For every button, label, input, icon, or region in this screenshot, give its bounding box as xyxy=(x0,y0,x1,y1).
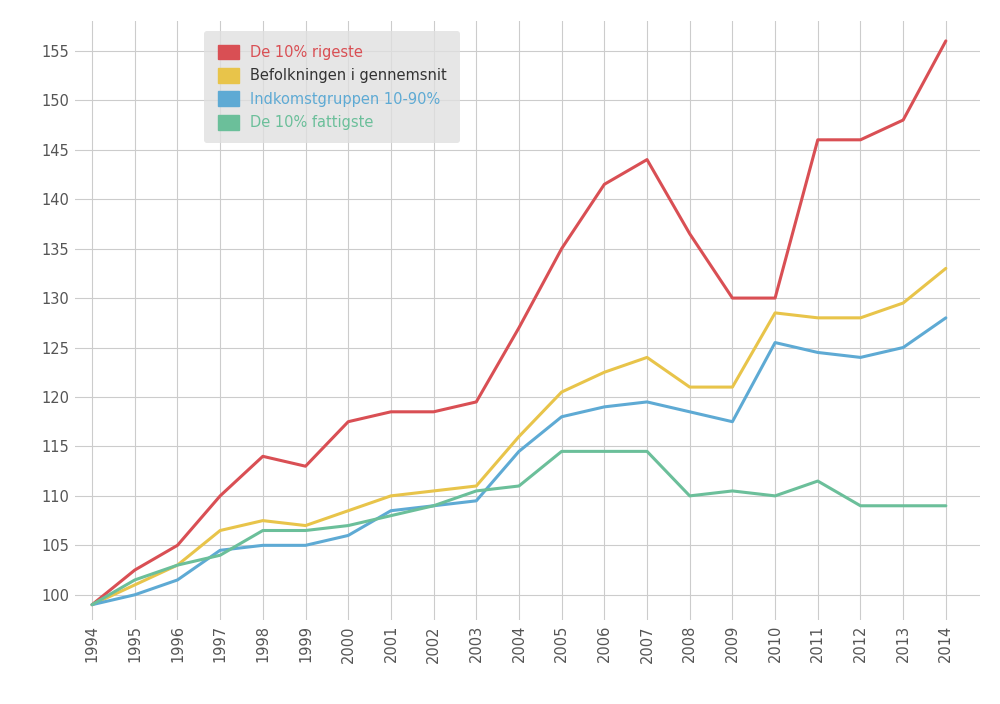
Legend: De 10% rigeste, Befolkningen i gennemsnit, Indkomstgruppen 10-90%, De 10% fattig: De 10% rigeste, Befolkningen i gennemsni… xyxy=(204,32,460,144)
